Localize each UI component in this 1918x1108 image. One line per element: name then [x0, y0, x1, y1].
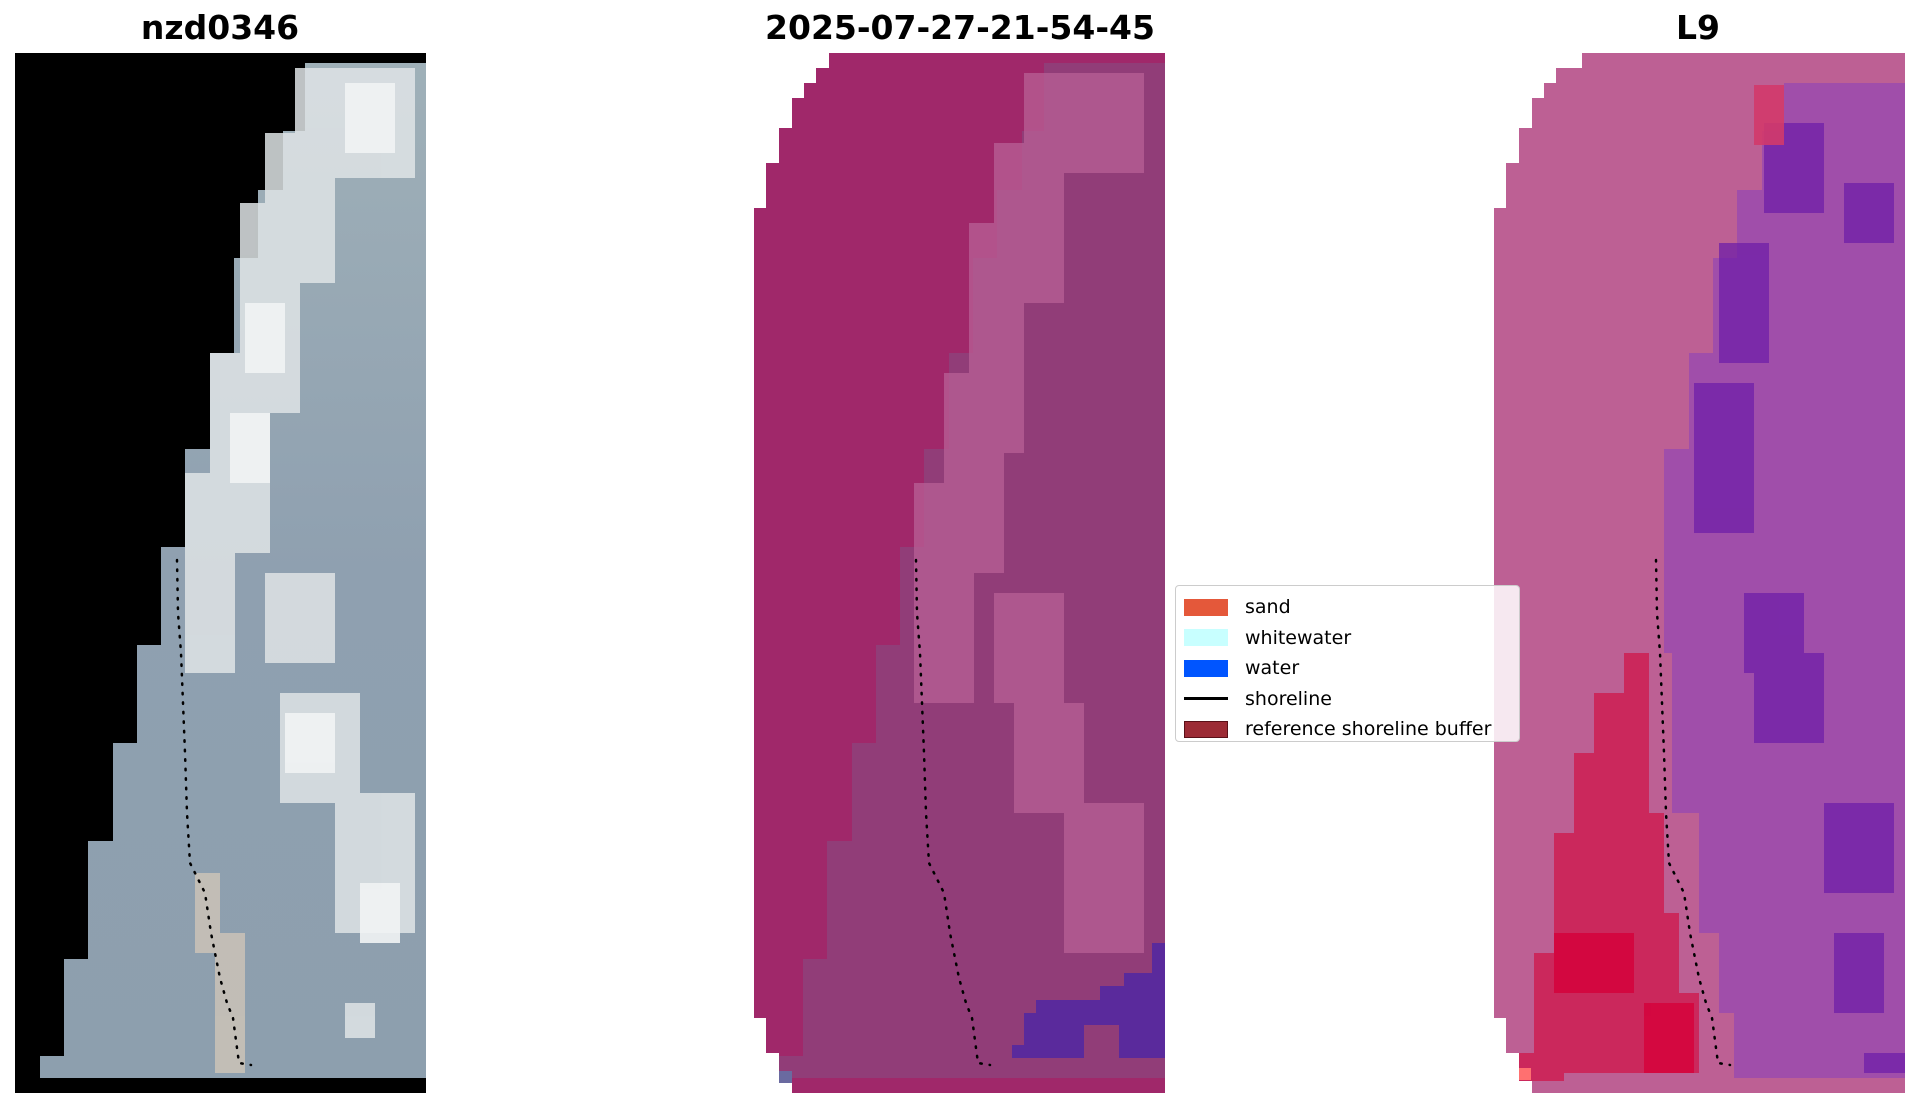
legend-label-water: water [1245, 657, 1300, 680]
water-swatch [1184, 659, 1228, 677]
legend-item-buffer: reference shoreline buffer [1184, 714, 1511, 745]
legend: sand whitewater water shoreline referenc… [1175, 585, 1520, 742]
rgb-image-panel [15, 53, 426, 1093]
panel-title-date: 2025-07-27-21-54-45 [765, 8, 1155, 47]
legend-item-whitewater: whitewater [1184, 623, 1511, 654]
legend-label-buffer: reference shoreline buffer [1245, 718, 1492, 741]
legend-item-shoreline: shoreline [1184, 684, 1511, 715]
whitewater-core [230, 83, 400, 943]
legend-label-whitewater: whitewater [1245, 626, 1352, 649]
pink-corner [1519, 1068, 1531, 1080]
index-panel [1494, 53, 1905, 1093]
red-patch-top [1754, 85, 1784, 145]
buffer-swatch [1184, 720, 1228, 738]
bright-patches [914, 73, 1144, 953]
water-class [1012, 943, 1165, 1058]
bright-red-patches [1554, 933, 1694, 1073]
panel-title-rgb: nzd0346 [140, 8, 300, 47]
sand-swatch [1184, 598, 1228, 616]
dark-purple-patches [1694, 123, 1905, 1073]
legend-label-sand: sand [1245, 596, 1291, 619]
corner-swatch [779, 1071, 792, 1083]
legend-item-water: water [1184, 653, 1511, 684]
legend-item-sand: sand [1184, 592, 1511, 623]
sand-strip [195, 873, 245, 1073]
classification-panel [754, 53, 1165, 1093]
whitewater-swatch [1184, 629, 1228, 647]
panel-title-satellite: L9 [1676, 8, 1720, 47]
shoreline-swatch [1184, 697, 1228, 701]
legend-label-shoreline: shoreline [1245, 687, 1332, 710]
